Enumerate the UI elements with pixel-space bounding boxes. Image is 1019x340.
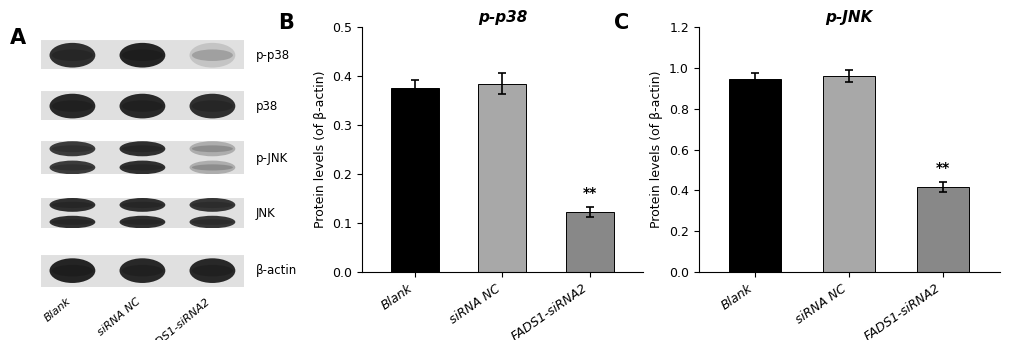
Ellipse shape bbox=[192, 202, 232, 208]
Y-axis label: Protein levels (of β-actin): Protein levels (of β-actin) bbox=[314, 71, 326, 228]
Ellipse shape bbox=[122, 164, 163, 170]
Ellipse shape bbox=[52, 265, 93, 276]
Ellipse shape bbox=[192, 146, 232, 152]
Ellipse shape bbox=[190, 141, 235, 156]
Bar bbox=[42, 69, 244, 74]
Ellipse shape bbox=[190, 160, 235, 174]
Ellipse shape bbox=[50, 94, 95, 118]
Bar bbox=[566, 212, 613, 272]
Ellipse shape bbox=[52, 100, 93, 112]
Text: p38: p38 bbox=[256, 100, 278, 113]
Text: siRNA NC: siRNA NC bbox=[96, 296, 143, 337]
Ellipse shape bbox=[50, 43, 95, 68]
Ellipse shape bbox=[50, 160, 95, 174]
Ellipse shape bbox=[119, 43, 165, 68]
Bar bbox=[822, 76, 874, 272]
Ellipse shape bbox=[52, 49, 93, 61]
Text: FADS1-siRNA2: FADS1-siRNA2 bbox=[145, 296, 212, 340]
Bar bbox=[390, 88, 438, 272]
Title: p-JNK: p-JNK bbox=[824, 10, 872, 24]
Text: Blank: Blank bbox=[42, 296, 72, 324]
Ellipse shape bbox=[192, 100, 232, 112]
Ellipse shape bbox=[119, 258, 165, 283]
Bar bbox=[42, 140, 244, 176]
Ellipse shape bbox=[119, 141, 165, 156]
Text: B: B bbox=[277, 13, 293, 33]
Text: p-p38: p-p38 bbox=[256, 49, 289, 62]
Text: p-JNK: p-JNK bbox=[256, 152, 288, 165]
Bar bbox=[42, 228, 244, 233]
Ellipse shape bbox=[52, 202, 93, 208]
Ellipse shape bbox=[122, 202, 163, 208]
Ellipse shape bbox=[52, 219, 93, 225]
Ellipse shape bbox=[190, 198, 235, 212]
Text: **: ** bbox=[935, 161, 950, 175]
Ellipse shape bbox=[192, 219, 232, 225]
Ellipse shape bbox=[122, 219, 163, 225]
Ellipse shape bbox=[190, 216, 235, 228]
Ellipse shape bbox=[122, 100, 163, 112]
Bar bbox=[42, 39, 244, 72]
Ellipse shape bbox=[50, 141, 95, 156]
Ellipse shape bbox=[190, 43, 235, 68]
Ellipse shape bbox=[122, 49, 163, 61]
Ellipse shape bbox=[122, 265, 163, 276]
Ellipse shape bbox=[192, 265, 232, 276]
Bar bbox=[729, 79, 781, 272]
Ellipse shape bbox=[50, 258, 95, 283]
Text: C: C bbox=[613, 13, 629, 33]
Bar bbox=[42, 287, 244, 289]
Bar bbox=[42, 120, 244, 125]
Text: A: A bbox=[10, 28, 26, 48]
Ellipse shape bbox=[50, 198, 95, 212]
Ellipse shape bbox=[50, 216, 95, 228]
Bar bbox=[42, 254, 244, 287]
Ellipse shape bbox=[119, 216, 165, 228]
Ellipse shape bbox=[122, 146, 163, 152]
Bar bbox=[916, 187, 968, 272]
Ellipse shape bbox=[52, 164, 93, 170]
Ellipse shape bbox=[190, 258, 235, 283]
Ellipse shape bbox=[190, 94, 235, 118]
Ellipse shape bbox=[52, 146, 93, 152]
Ellipse shape bbox=[192, 49, 232, 61]
Ellipse shape bbox=[119, 160, 165, 174]
Title: p-p38: p-p38 bbox=[477, 10, 527, 24]
Text: **: ** bbox=[582, 186, 596, 200]
Text: JNK: JNK bbox=[256, 207, 275, 220]
Bar bbox=[478, 84, 526, 272]
Bar bbox=[42, 174, 244, 179]
Ellipse shape bbox=[119, 94, 165, 118]
Text: β-actin: β-actin bbox=[256, 264, 297, 277]
Ellipse shape bbox=[192, 164, 232, 170]
Ellipse shape bbox=[119, 198, 165, 212]
Bar bbox=[42, 197, 244, 230]
Bar bbox=[42, 90, 244, 122]
Y-axis label: Protein levels (of β-actin): Protein levels (of β-actin) bbox=[650, 71, 662, 228]
